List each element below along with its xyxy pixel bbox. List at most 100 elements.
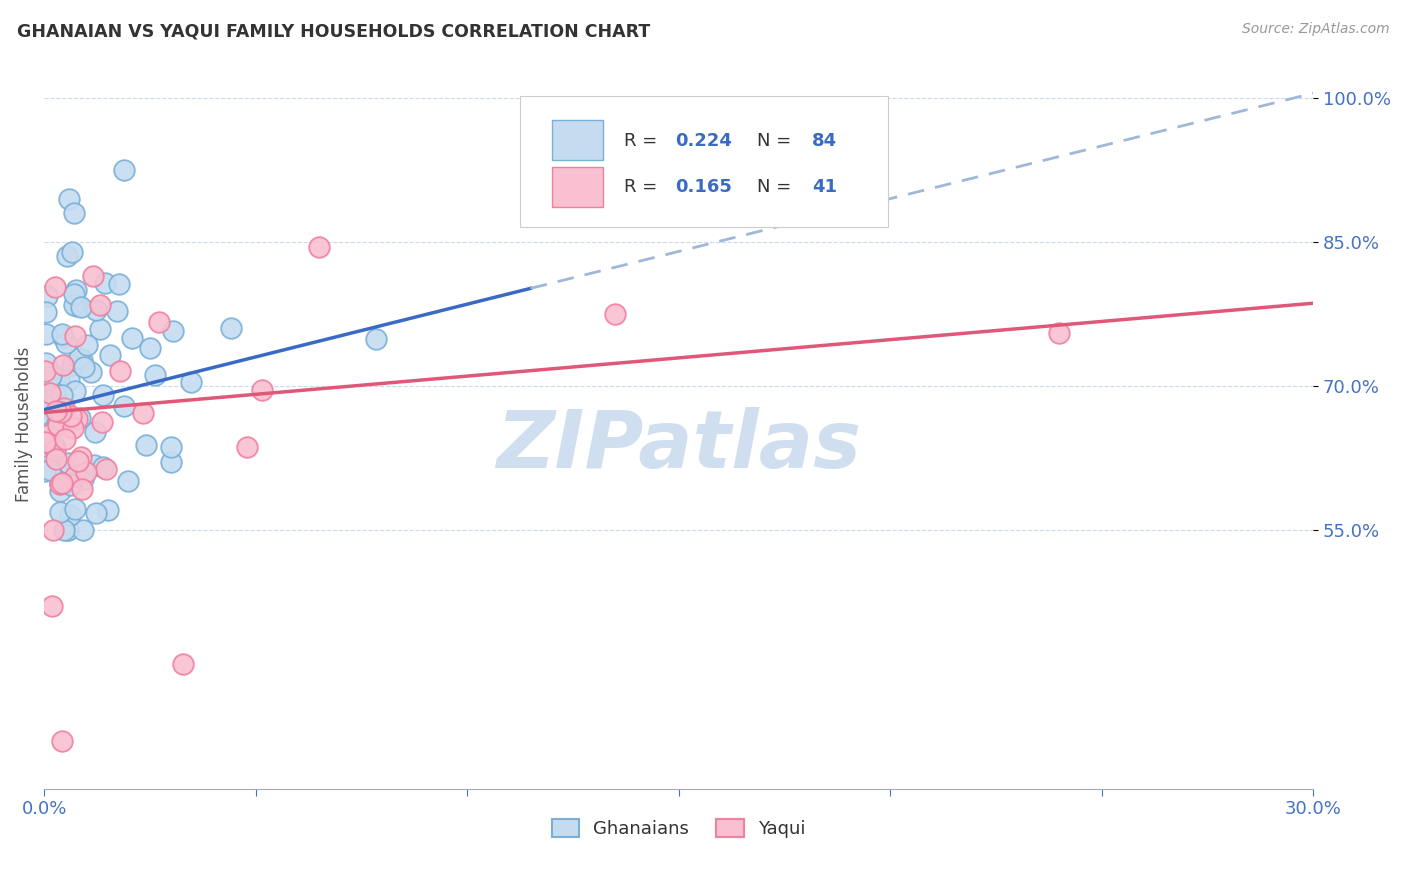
- Point: [110, 364, 132, 378]
- Point: [37, 445, 59, 459]
- Point: [160, 440, 183, 454]
- Point: [51, 468, 73, 483]
- Point: [45, 417, 67, 431]
- Point: [56, 523, 79, 537]
- Point: [49, 477, 72, 491]
- Point: [131, 406, 153, 420]
- Point: [42, 523, 65, 537]
- Point: [56, 249, 79, 263]
- Point: [44, 280, 66, 294]
- Point: [160, 455, 183, 469]
- Legend: Ghanaians, Yaqui: Ghanaians, Yaqui: [544, 812, 813, 845]
- Text: 0.224: 0.224: [675, 131, 731, 150]
- Point: [60, 358, 83, 372]
- Point: [44, 440, 66, 454]
- Point: [162, 324, 184, 338]
- Point: [42, 403, 65, 417]
- Point: [65, 283, 87, 297]
- Point: [250, 384, 273, 398]
- Point: [34, 434, 56, 449]
- Point: [51, 405, 73, 419]
- Point: [89, 298, 111, 312]
- Point: [45, 403, 67, 417]
- Point: [48, 418, 70, 433]
- Point: [117, 474, 139, 488]
- Point: [51, 326, 73, 341]
- Point: [53, 401, 76, 416]
- Point: [135, 438, 157, 452]
- Point: [82, 268, 104, 283]
- Point: [48, 484, 70, 499]
- Point: [39, 385, 62, 400]
- Point: [236, 440, 259, 454]
- Point: [62, 206, 84, 220]
- Point: [67, 351, 90, 366]
- Point: [72, 523, 94, 537]
- Point: [51, 462, 73, 476]
- Point: [39, 409, 62, 423]
- Point: [73, 359, 96, 374]
- Point: [364, 332, 387, 346]
- Point: [55, 335, 77, 350]
- Point: [70, 450, 93, 464]
- Point: [53, 432, 76, 446]
- Text: N =: N =: [758, 178, 797, 196]
- Point: [67, 454, 90, 468]
- Point: [148, 315, 170, 329]
- Point: [60, 409, 83, 424]
- Point: [66, 411, 89, 425]
- Point: [69, 411, 91, 425]
- Point: [172, 657, 194, 671]
- Point: [114, 162, 136, 177]
- Point: [121, 331, 143, 345]
- Point: [48, 369, 70, 384]
- Point: [80, 365, 103, 379]
- Point: [90, 415, 112, 429]
- Point: [56, 457, 79, 471]
- Point: [37, 425, 59, 440]
- Point: [70, 300, 93, 314]
- Point: [83, 458, 105, 472]
- Point: [34, 464, 56, 478]
- Point: [35, 379, 58, 393]
- Point: [59, 478, 82, 492]
- Point: [52, 358, 75, 372]
- Point: [59, 508, 82, 522]
- Point: [58, 373, 80, 387]
- Point: [219, 320, 242, 334]
- Point: [34, 356, 56, 370]
- Point: [35, 289, 58, 303]
- Point: [41, 392, 63, 406]
- Point: [35, 304, 58, 318]
- Point: [63, 329, 86, 343]
- Point: [44, 442, 66, 457]
- Point: [112, 399, 135, 413]
- Point: [72, 482, 94, 496]
- Point: [58, 192, 80, 206]
- Point: [63, 298, 86, 312]
- Point: [105, 304, 128, 318]
- Point: [139, 341, 162, 355]
- Point: [41, 599, 63, 614]
- Point: [56, 523, 79, 537]
- Point: [94, 462, 117, 476]
- Point: [49, 505, 72, 519]
- Text: 41: 41: [811, 178, 837, 196]
- Point: [76, 338, 98, 352]
- Point: [89, 322, 111, 336]
- Point: [37, 428, 59, 442]
- Point: [53, 523, 76, 537]
- Point: [34, 439, 56, 453]
- Y-axis label: Family Households: Family Households: [15, 346, 32, 502]
- Point: [605, 307, 627, 321]
- Point: [180, 376, 202, 390]
- Text: N =: N =: [758, 131, 797, 150]
- Point: [49, 476, 72, 491]
- Point: [72, 472, 94, 486]
- FancyBboxPatch shape: [520, 96, 889, 227]
- Point: [63, 468, 86, 483]
- Point: [51, 733, 73, 747]
- Point: [93, 277, 115, 291]
- Point: [52, 330, 75, 344]
- Point: [91, 388, 114, 402]
